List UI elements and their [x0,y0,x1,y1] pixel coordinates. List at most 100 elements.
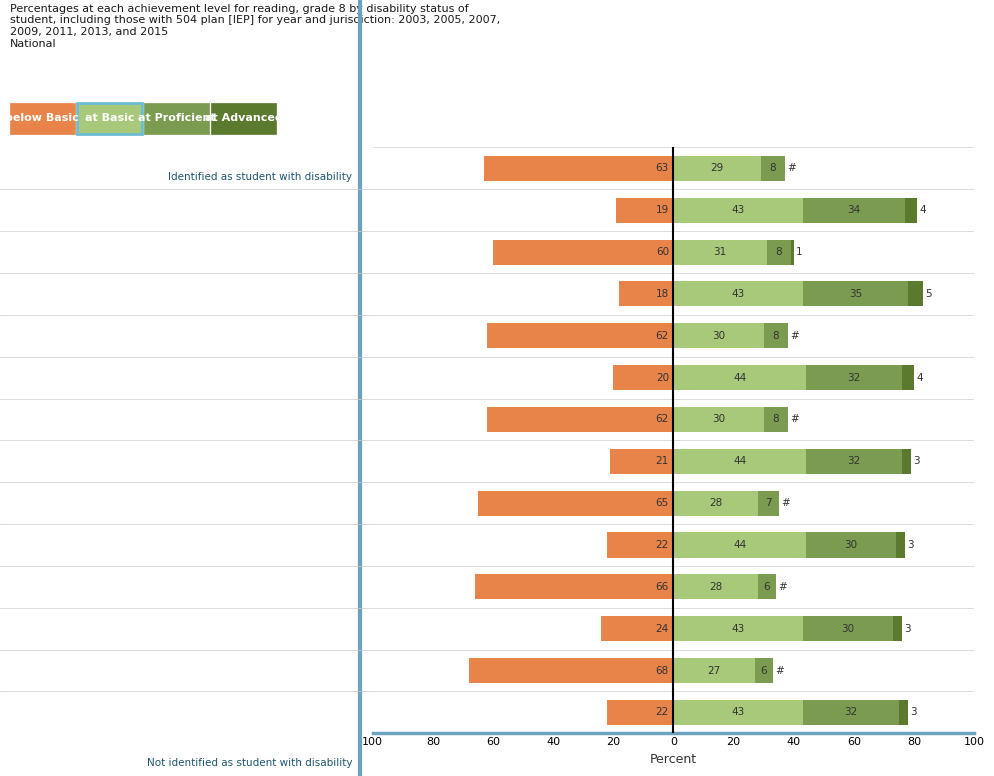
Text: #: # [775,666,784,676]
Text: 4: 4 [916,372,923,383]
Text: 20: 20 [656,372,669,383]
Text: 65: 65 [656,498,669,508]
Text: 22: 22 [656,540,669,550]
Text: at Basic: at Basic [84,113,134,123]
Bar [674,156,760,181]
Bar [757,490,778,516]
Text: 7: 7 [764,498,771,508]
Bar [803,282,908,307]
Bar [674,490,757,516]
Text: 32: 32 [844,708,858,717]
Text: 18: 18 [656,289,669,299]
Text: 24: 24 [656,624,669,634]
Text: 35: 35 [849,289,862,299]
Text: 8: 8 [772,414,779,424]
Text: 44: 44 [733,372,746,383]
Bar [674,240,766,265]
Text: 43: 43 [732,289,745,299]
Text: #: # [781,498,790,508]
Text: 3: 3 [913,456,920,466]
Text: 43: 43 [732,624,745,634]
Bar [766,240,790,265]
Bar [607,700,674,725]
Text: 30: 30 [712,414,725,424]
Bar [760,156,784,181]
Bar [790,240,793,265]
Text: 28: 28 [709,498,723,508]
Text: #: # [790,414,799,424]
Bar [905,198,917,223]
Text: 21: 21 [656,456,669,466]
Bar [896,532,905,557]
Bar [902,365,914,390]
Text: 60: 60 [656,247,669,257]
FancyBboxPatch shape [212,103,276,133]
Text: 32: 32 [847,372,861,383]
Text: 8: 8 [769,164,776,173]
Text: 62: 62 [656,331,669,341]
Text: 30: 30 [712,331,725,341]
Text: #: # [787,164,796,173]
Text: 43: 43 [732,708,745,717]
Bar [803,198,905,223]
Text: at Advanced: at Advanced [205,113,282,123]
Text: 22: 22 [656,708,669,717]
Text: 62: 62 [656,414,669,424]
FancyBboxPatch shape [144,103,209,133]
Bar [806,449,902,474]
Bar [610,449,674,474]
Text: 5: 5 [925,289,932,299]
Bar [899,700,908,725]
Bar [475,574,674,599]
Bar [674,616,803,641]
Text: 6: 6 [763,582,770,592]
Bar [674,532,806,557]
Bar [484,156,674,181]
Text: 19: 19 [656,205,669,215]
Text: 6: 6 [760,666,767,676]
Bar [674,323,763,348]
Bar [902,449,911,474]
Text: Identified as student with disability: Identified as student with disability [168,171,352,182]
Bar [803,616,893,641]
Bar [469,658,674,683]
Bar [601,616,674,641]
Text: 66: 66 [656,582,669,592]
Text: 3: 3 [911,708,917,717]
Bar [616,198,674,223]
Bar [487,407,674,432]
Text: 8: 8 [775,247,782,257]
Text: 27: 27 [708,666,721,676]
Text: 3: 3 [908,540,914,550]
Text: 63: 63 [656,164,669,173]
Text: 44: 44 [733,456,746,466]
Text: Percentages at each achievement level for reading, grade 8 by disability status : Percentages at each achievement level fo… [10,4,500,49]
FancyBboxPatch shape [10,103,75,133]
Bar [763,323,787,348]
Text: 4: 4 [919,205,926,215]
Bar [757,574,775,599]
Bar [908,282,923,307]
Text: 3: 3 [905,624,911,634]
Bar [674,658,754,683]
Bar [674,365,806,390]
Text: 30: 30 [844,540,858,550]
Text: 8: 8 [772,331,779,341]
Text: 29: 29 [711,164,724,173]
Text: 43: 43 [732,205,745,215]
Text: 34: 34 [847,205,861,215]
Text: 32: 32 [847,456,861,466]
Bar [478,490,674,516]
Bar [803,700,899,725]
Text: #: # [790,331,799,341]
Bar [674,574,757,599]
Bar [674,198,803,223]
Bar [893,616,902,641]
Text: #: # [778,582,787,592]
Text: 44: 44 [733,540,746,550]
Text: at Proficient: at Proficient [137,113,216,123]
Text: 1: 1 [796,247,803,257]
Bar [613,365,674,390]
Bar [619,282,674,307]
Bar [607,532,674,557]
